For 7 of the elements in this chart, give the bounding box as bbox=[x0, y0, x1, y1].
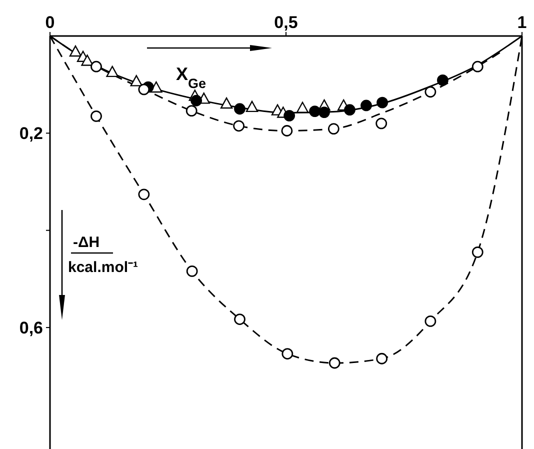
x-tick-label: 0 bbox=[45, 13, 55, 32]
y-tick-label: 0,2 bbox=[19, 124, 43, 144]
x-axis-title: X$_{Ge}$ bbox=[176, 64, 207, 90]
y-tick-label: 0,6 bbox=[19, 318, 43, 338]
x-tick-label: 1 bbox=[517, 13, 527, 32]
y-axis-title: -ΔH kcal.mol⁻¹ bbox=[68, 234, 138, 276]
x-tick-label: 0,5 bbox=[274, 13, 298, 32]
